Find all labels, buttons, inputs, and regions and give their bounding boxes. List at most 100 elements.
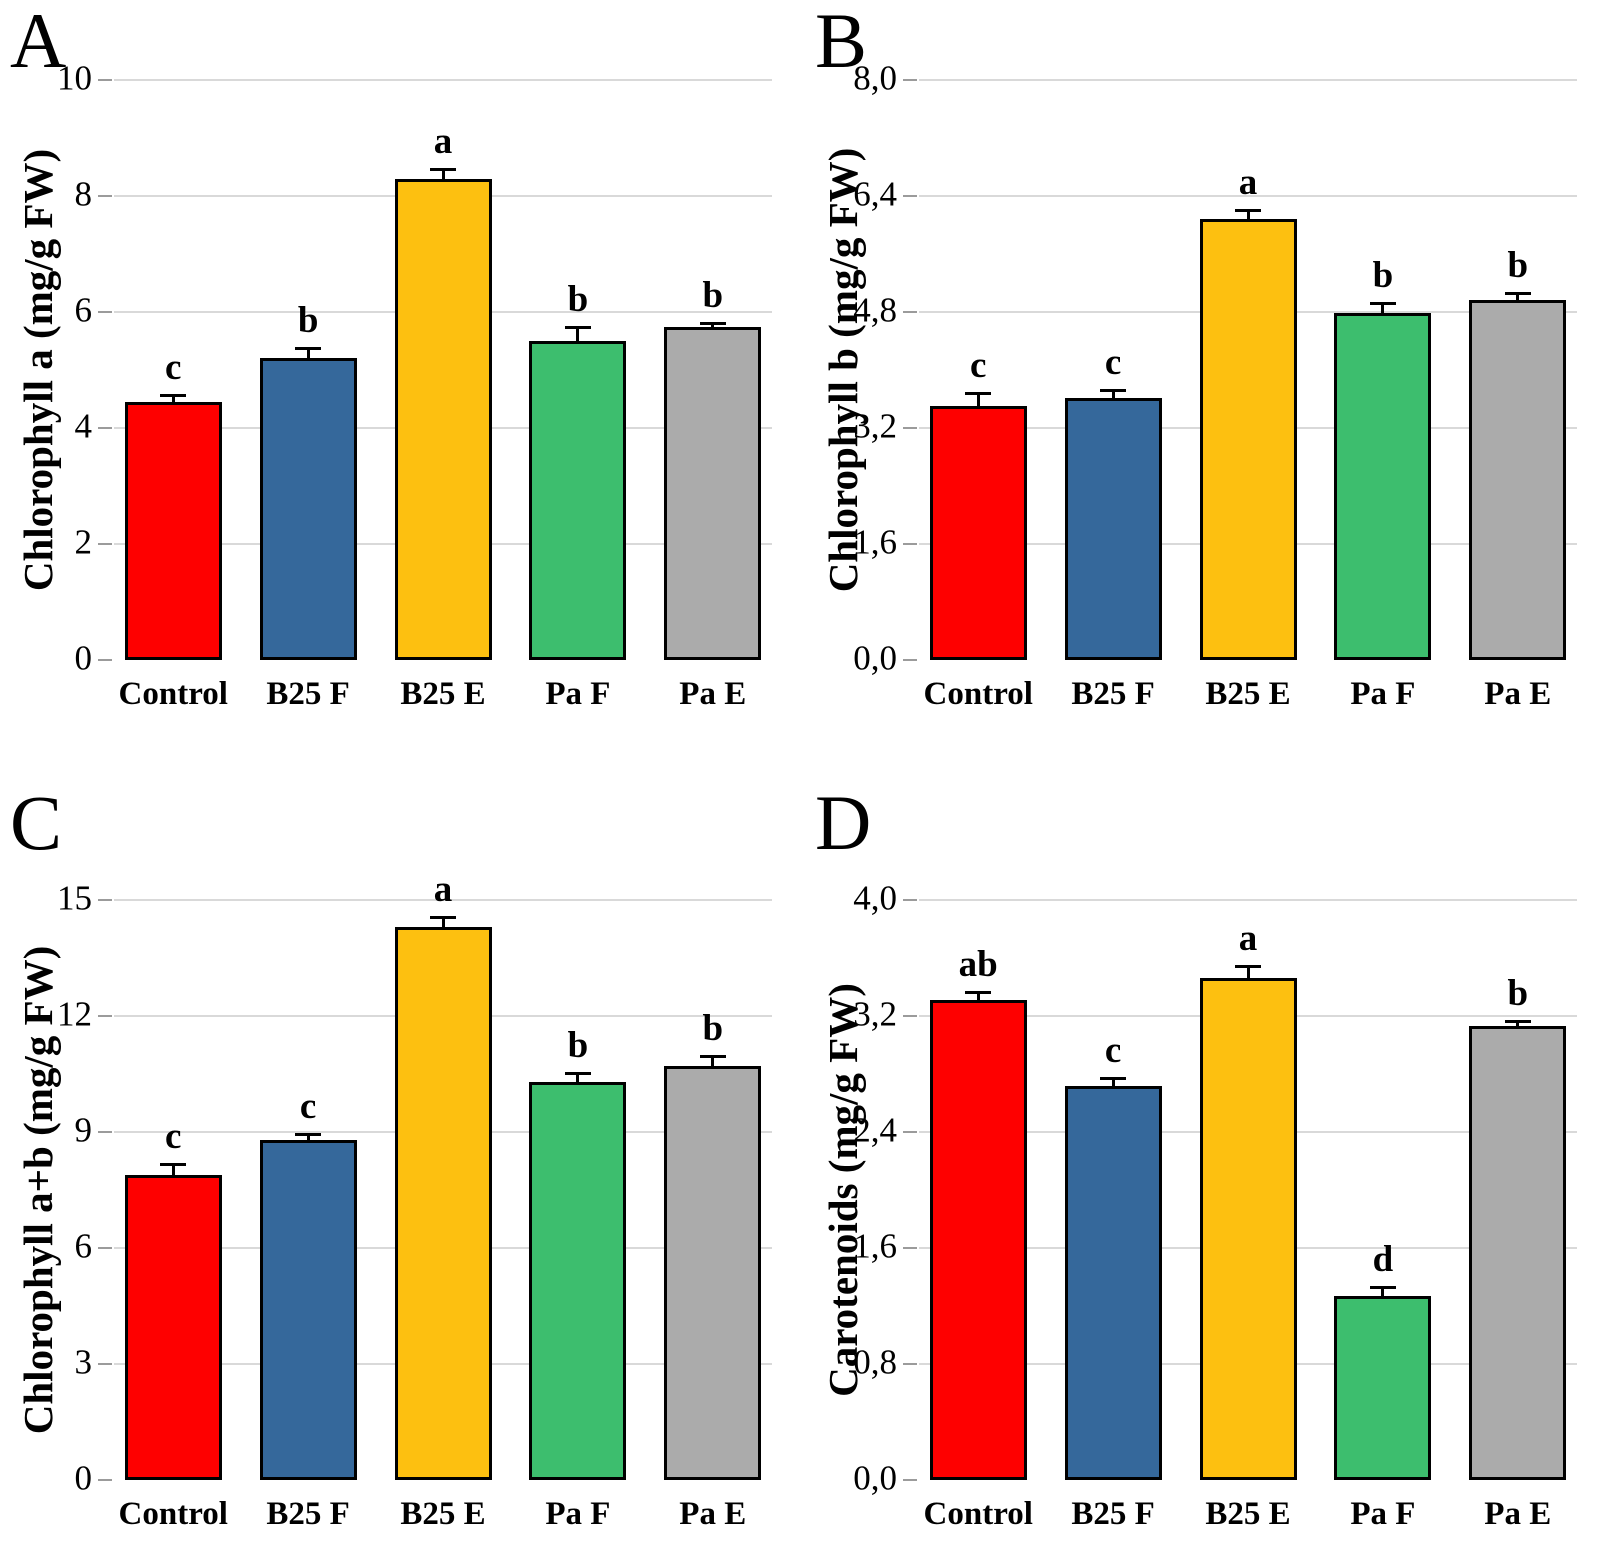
error-bar (171, 1166, 175, 1177)
gridline (919, 195, 1577, 197)
error-bar-cap (699, 1054, 726, 1058)
significance-letter: b (1507, 244, 1529, 286)
y-axis-tick (903, 195, 917, 197)
bar-pa-f (529, 1081, 627, 1480)
significance-letter: a (433, 869, 453, 911)
y-axis-tick (903, 427, 917, 429)
significance-letter: b (1507, 973, 1529, 1015)
significance-letter: b (1372, 255, 1394, 297)
error-bar (1516, 294, 1520, 303)
significance-letter: c (165, 1116, 182, 1158)
error-bar (976, 994, 980, 1003)
y-axis-tick (98, 195, 112, 197)
category-label: Pa E (679, 676, 747, 712)
error-bar-cap (295, 1132, 322, 1136)
gridline (919, 899, 1577, 901)
error-bar (306, 349, 310, 361)
y-tick-label: 6,4 (853, 174, 897, 214)
panel-letter: B (815, 0, 868, 84)
error-bar (1246, 968, 1250, 981)
y-tick-label: 10 (57, 58, 92, 98)
y-tick-label: 0 (74, 638, 93, 678)
error-bar-cap (1504, 1020, 1531, 1024)
y-tick-label: 0,0 (853, 638, 897, 678)
error-bar-cap (1100, 1076, 1127, 1080)
y-axis-tick (903, 1015, 917, 1017)
category-label: B25 F (266, 676, 350, 712)
y-tick-label: 2,4 (853, 1110, 897, 1150)
bar-pa-f (1334, 313, 1432, 660)
significance-letter: b (297, 299, 319, 341)
error-bar (576, 1074, 580, 1084)
y-tick-label: 0,0 (853, 1458, 897, 1498)
y-axis-tick (903, 311, 917, 313)
significance-letter: c (1104, 341, 1122, 383)
y-axis-tick (903, 659, 917, 661)
error-bar-cap (965, 391, 992, 395)
bar-control (124, 1174, 222, 1480)
y-axis-tick (98, 1015, 112, 1017)
y-axis-tick (98, 1131, 112, 1133)
error-bar-cap (430, 916, 456, 920)
y-axis-tick (98, 79, 112, 81)
y-axis-tick (903, 1247, 917, 1249)
y-tick-label: 0,8 (853, 1342, 897, 1382)
bar-b25-e (394, 927, 492, 1480)
significance-letter: ab (958, 944, 998, 986)
plot-area: 0 3 6 9 12 15 c Control c B25 F a B25 E b Pa F b Pa E (57, 869, 772, 1532)
y-axis-tick (903, 543, 917, 545)
y-axis-tick (903, 79, 917, 81)
error-bar-cap (1504, 291, 1531, 295)
error-bar-cap (1235, 965, 1261, 969)
error-bar (976, 394, 980, 409)
bar-b25-f (259, 1139, 357, 1480)
error-bar (441, 919, 445, 930)
significance-letter: b (702, 1007, 724, 1049)
bar-pa-f (1334, 1295, 1432, 1480)
significance-letter: a (433, 121, 453, 163)
bar-b25-e (394, 178, 492, 660)
y-axis-tick (903, 1131, 917, 1133)
bar-control (929, 406, 1027, 660)
plot-area: 0,0 1,6 3,2 4,8 6,4 8,0 c Control c B25 F a B25 E b P… (853, 58, 1577, 712)
significance-letter: d (1372, 1238, 1394, 1280)
bar-pa-f (529, 341, 627, 660)
category-label: B25 F (1071, 676, 1155, 712)
category-label: Pa F (1350, 676, 1416, 712)
category-label: Pa E (679, 1496, 747, 1532)
y-axis-tick (903, 1479, 917, 1481)
y-tick-label: 9 (74, 1110, 93, 1150)
plot-area: 0,0 0,8 1,6 2,4 3,2 4,0 ab Control c B25 F a B25 E d… (853, 878, 1577, 1532)
error-bar-cap (160, 1163, 187, 1167)
error-bar-cap (1369, 302, 1396, 306)
y-tick-label: 3,2 (853, 994, 897, 1034)
significance-letter: b (702, 274, 724, 316)
y-axis-tick (98, 1247, 112, 1249)
gridline (114, 899, 772, 901)
y-axis-title: Chlorophyll a (mg/g FW) (15, 148, 61, 592)
error-bar-cap (430, 168, 456, 172)
bar-pa-e (1469, 300, 1567, 660)
significance-letter: a (1238, 918, 1258, 960)
panel-letter: D (815, 779, 872, 866)
y-tick-label: 4,0 (853, 878, 897, 918)
plot-area: 0 2 4 6 8 10 c Control b B25 F a B25 E b Pa F b Pa E (57, 58, 772, 712)
error-bar (1111, 391, 1115, 400)
bar-b25-e (1199, 219, 1297, 660)
y-tick-label: 2 (74, 522, 93, 562)
panel-chlorophyll-a: A Chlorophyll a (mg/g FW) 0 2 4 6 8 10 c Contro… (0, 0, 805, 770)
error-bar (306, 1135, 310, 1142)
y-tick-label: 3 (74, 1342, 93, 1382)
bar-pa-e (664, 1065, 762, 1480)
error-bar (711, 1057, 715, 1068)
bar-b25-f (1064, 1085, 1162, 1480)
y-axis-tick (903, 899, 917, 901)
error-bar-cap (699, 321, 726, 325)
error-bar-cap (1100, 388, 1127, 392)
panel-chlorophyll-a-plus-b: C Chlorophyll a+b (mg/g FW) 0 3 6 9 12 15 c Con… (0, 770, 805, 1541)
panel-letter: A (10, 0, 67, 84)
y-tick-label: 3,2 (853, 406, 897, 446)
bar-b25-f (1064, 397, 1162, 660)
category-label: Pa F (545, 676, 611, 712)
y-tick-label: 12 (57, 994, 92, 1034)
